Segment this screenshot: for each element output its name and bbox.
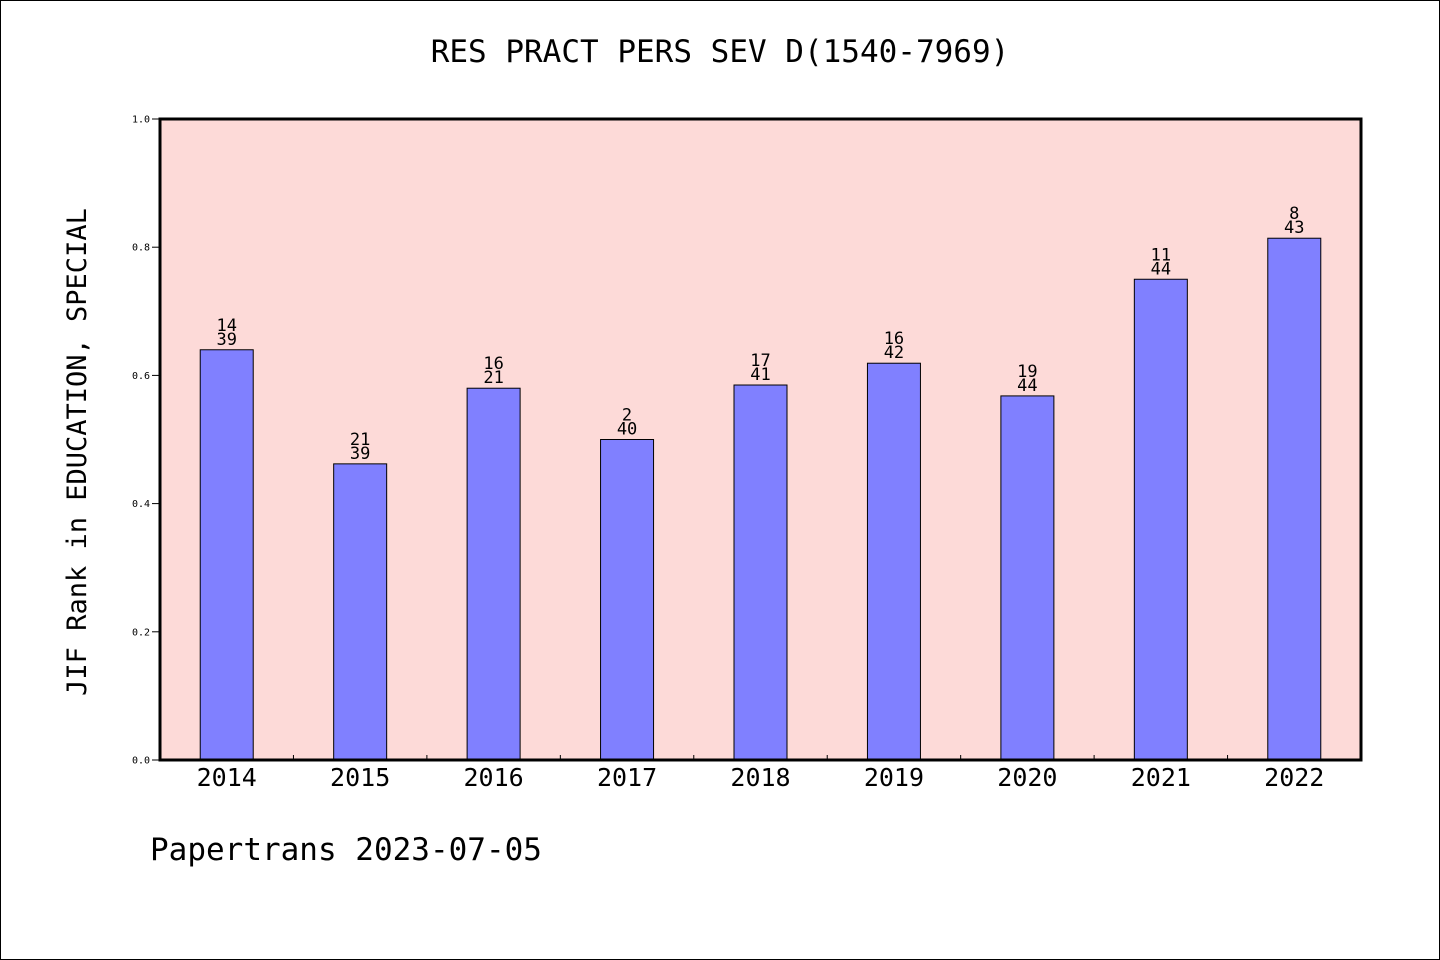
total-label: 44 bbox=[1151, 259, 1171, 279]
bar-2018 bbox=[733, 384, 788, 761]
x-tick-label: 2016 bbox=[464, 763, 524, 792]
rank-label: 2 bbox=[622, 406, 632, 426]
rank-label: 17 bbox=[750, 351, 770, 371]
x-tick-label: 2021 bbox=[1131, 763, 1191, 792]
total-label: 42 bbox=[884, 343, 904, 363]
rank-label: 8 bbox=[1289, 204, 1299, 224]
x-tick-label: 2014 bbox=[197, 763, 257, 792]
total-label: 39 bbox=[216, 330, 236, 350]
y-axis-label: JIF Rank in EDUCATION, SPECIAL bbox=[62, 208, 93, 696]
rank-label: 19 bbox=[1017, 362, 1037, 382]
total-label: 40 bbox=[617, 420, 637, 440]
bar-2022 bbox=[1267, 237, 1322, 761]
y-tick-label: 0.2 bbox=[132, 627, 150, 638]
rank-label: 21 bbox=[350, 430, 370, 450]
bar-2021 bbox=[1133, 278, 1188, 761]
x-tick-label: 2020 bbox=[997, 763, 1057, 792]
bar-2015 bbox=[333, 463, 388, 761]
x-tick-label: 2018 bbox=[730, 763, 790, 792]
bar-2016 bbox=[466, 387, 521, 761]
bar-2020 bbox=[1000, 395, 1055, 761]
x-tick-label: 2015 bbox=[330, 763, 390, 792]
y-tick-label: 0.8 bbox=[132, 243, 150, 254]
bar-2014 bbox=[199, 349, 254, 761]
footer-watermark: Papertrans 2023-07-05 bbox=[150, 832, 542, 868]
x-tick-label: 2017 bbox=[597, 763, 657, 792]
bar-2019 bbox=[866, 362, 921, 761]
x-tick-label: 2022 bbox=[1264, 763, 1324, 792]
total-label: 43 bbox=[1284, 218, 1304, 238]
plot-border bbox=[158, 117, 1363, 762]
bar-2017 bbox=[600, 439, 655, 761]
total-label: 21 bbox=[483, 368, 503, 388]
bars-layer bbox=[199, 237, 1322, 761]
chart-title: RES PRACT PERS SEV D(1540-7969) bbox=[430, 34, 1010, 70]
y-tick-label: 0.6 bbox=[132, 371, 150, 382]
total-label: 41 bbox=[750, 365, 770, 385]
total-label: 39 bbox=[350, 444, 370, 464]
total-label: 44 bbox=[1017, 376, 1037, 396]
x-ticks: 2014 2015 2016 2017 2018 2019 2020 2021 2022 bbox=[197, 755, 1324, 792]
y-tick-label: 0.4 bbox=[132, 499, 150, 510]
rank-label: 16 bbox=[884, 329, 904, 349]
rank-label: 14 bbox=[216, 316, 236, 336]
x-tick-label: 2019 bbox=[864, 763, 924, 792]
y-ticks: 0.0 0.2 0.4 0.6 0.8 1.0 bbox=[132, 115, 160, 767]
rank-label: 16 bbox=[483, 354, 503, 374]
rank-label: 11 bbox=[1151, 245, 1171, 265]
y-tick-label: 0.0 bbox=[132, 756, 150, 767]
y-tick-label: 1.0 bbox=[132, 115, 150, 126]
